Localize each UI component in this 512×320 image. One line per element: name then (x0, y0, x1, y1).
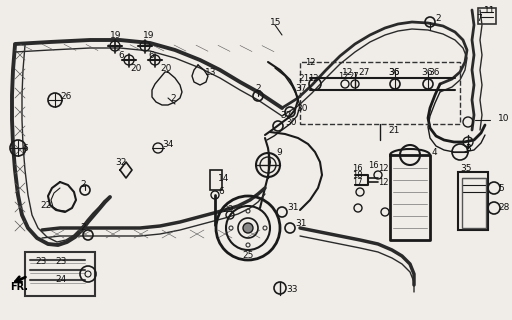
Bar (300, 62, 460, 124)
Text: 22: 22 (40, 201, 51, 210)
Text: 37: 37 (280, 110, 291, 119)
Text: 31: 31 (287, 204, 298, 212)
Text: 19: 19 (143, 30, 155, 39)
Text: 30: 30 (285, 117, 296, 126)
Text: 2: 2 (170, 93, 176, 102)
Text: 6: 6 (148, 51, 154, 60)
Text: 27: 27 (348, 71, 358, 81)
Text: 20: 20 (160, 63, 172, 73)
Text: 8: 8 (465, 143, 471, 153)
Text: 4: 4 (432, 148, 438, 156)
Text: 12: 12 (308, 74, 318, 83)
Text: 25: 25 (242, 251, 253, 260)
Text: 26: 26 (60, 92, 71, 100)
Circle shape (243, 223, 253, 233)
Text: 33: 33 (286, 285, 297, 294)
Text: 23: 23 (55, 258, 67, 267)
Text: 36: 36 (421, 68, 433, 76)
Text: 6: 6 (22, 143, 28, 153)
Text: 34: 34 (162, 140, 174, 148)
Text: 37: 37 (295, 84, 307, 92)
Text: 31: 31 (295, 220, 307, 228)
Text: 28: 28 (498, 204, 509, 212)
Text: 21: 21 (298, 74, 309, 83)
Text: 2: 2 (435, 13, 441, 22)
Text: 30: 30 (296, 103, 308, 113)
Text: 16: 16 (368, 161, 379, 170)
Bar (210, 170, 222, 190)
Text: 36: 36 (388, 68, 399, 76)
Text: 11: 11 (484, 5, 496, 14)
Text: 36: 36 (388, 68, 399, 76)
Text: 2: 2 (80, 180, 86, 188)
Text: 20: 20 (130, 63, 141, 73)
Text: 13: 13 (205, 68, 217, 76)
Text: 16: 16 (352, 164, 362, 172)
Text: 2: 2 (255, 84, 261, 92)
Text: 5: 5 (498, 183, 504, 193)
Text: 35: 35 (460, 164, 472, 172)
Text: 9: 9 (276, 148, 282, 156)
Bar (462, 178, 486, 228)
Text: 18: 18 (352, 171, 362, 180)
Text: 29: 29 (222, 205, 233, 214)
Text: 21: 21 (388, 125, 399, 134)
Text: 15: 15 (270, 18, 282, 27)
Text: 12: 12 (342, 68, 353, 76)
Text: 12: 12 (338, 71, 349, 81)
Text: 32: 32 (115, 157, 126, 166)
Text: 17: 17 (352, 178, 362, 187)
Text: 6: 6 (218, 188, 224, 196)
Text: 14: 14 (218, 173, 229, 182)
Text: 27: 27 (358, 68, 369, 76)
Text: 10: 10 (498, 114, 509, 123)
Text: 36: 36 (428, 68, 439, 76)
Text: 19: 19 (110, 30, 121, 39)
Text: 6: 6 (118, 51, 124, 60)
Text: 7: 7 (476, 13, 482, 22)
Bar (478, 8, 496, 24)
Text: 24: 24 (55, 276, 66, 284)
Text: 2: 2 (80, 223, 86, 233)
Text: 12: 12 (305, 58, 315, 67)
Text: 12: 12 (378, 178, 389, 187)
Text: 23: 23 (35, 258, 47, 267)
Text: FR.: FR. (10, 282, 28, 292)
Text: 3: 3 (465, 143, 471, 153)
Bar (458, 172, 488, 230)
Bar (25, 252, 95, 296)
Text: 12: 12 (378, 164, 389, 172)
